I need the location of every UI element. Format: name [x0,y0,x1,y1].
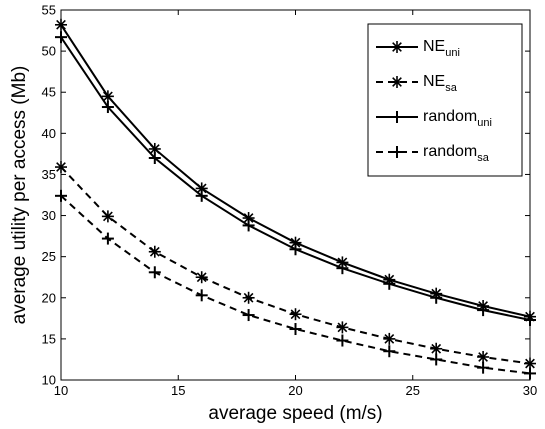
x-tick-label: 25 [406,383,420,398]
plot-frame [60,9,531,381]
y-tick-label: 15 [42,331,56,346]
legend-entry: NEuni [376,38,460,59]
x-tick-label: 10 [54,383,68,398]
y-tick-label: 55 [42,3,56,18]
legend-marker [391,41,403,53]
series-line [60,195,531,375]
data-point [336,262,349,275]
legend-marker [391,76,403,88]
data-point [148,152,161,164]
data-point [101,232,114,245]
y-tick-label: 40 [42,126,56,141]
legend-label: randomuni [423,108,492,129]
data-point [430,353,443,366]
x-tick-label: 20 [288,383,302,398]
data-point [148,266,161,279]
legend-marker [391,111,403,123]
data-point [477,350,490,363]
legend-label-main: NE [423,73,445,90]
y-tick-label: 10 [42,373,56,388]
y-tick-label: 30 [42,208,56,223]
legend-marker [391,146,403,158]
data-point [336,334,349,347]
x-axis-label: average speed (m/s) [208,403,382,424]
legend-entry: randomsa [376,143,490,164]
x-tick-label: 15 [171,383,185,398]
y-tick-label: 20 [42,290,56,305]
legend-label: randomsa [423,143,490,164]
legend-label-subscript: uni [445,47,460,59]
legend-label-subscript: uni [477,117,492,129]
legend-box [367,23,523,177]
data-point [383,332,396,345]
data-point [101,101,114,114]
legend-label-main: random [423,143,477,160]
y-tick-label: 35 [42,167,56,182]
series-ne-sa [55,161,536,370]
y-tick-label: 45 [42,85,56,100]
x-tick-label: 30 [523,383,537,398]
data-point [242,309,255,322]
data-point [148,245,161,258]
legend-label: NEuni [423,38,460,59]
legend-label-subscript: sa [477,152,490,164]
data-point [430,291,443,304]
data-point [195,271,208,284]
data-point [242,219,255,232]
y-tick-label: 50 [42,44,56,59]
data-point [289,236,302,249]
data-point [477,304,490,317]
data-point [430,342,443,355]
legend-entry: randomuni [376,108,492,129]
data-point [101,90,114,103]
y-tick-label: 25 [42,249,56,264]
data-point [383,345,396,358]
legend-entry: NEsa [376,73,458,94]
legend-label-subscript: sa [445,82,458,94]
y-axis-label: average utility per access (Mb) [9,66,30,325]
data-point [242,291,255,304]
data-point [383,277,396,290]
legend-label-main: NE [423,38,445,55]
data-point [289,323,302,336]
axes-layer: 10 15 20 25 30 10 15 20 25 30 35 40 45 50 55 [42,3,538,399]
data-point [289,308,302,321]
data-point [195,189,208,202]
data-point [195,289,208,302]
legend-label-main: random [423,108,477,125]
data-point [289,243,302,256]
legend-label: NEsa [423,73,458,94]
data-point [477,361,490,374]
data-point [101,210,114,223]
data-point [336,321,349,334]
